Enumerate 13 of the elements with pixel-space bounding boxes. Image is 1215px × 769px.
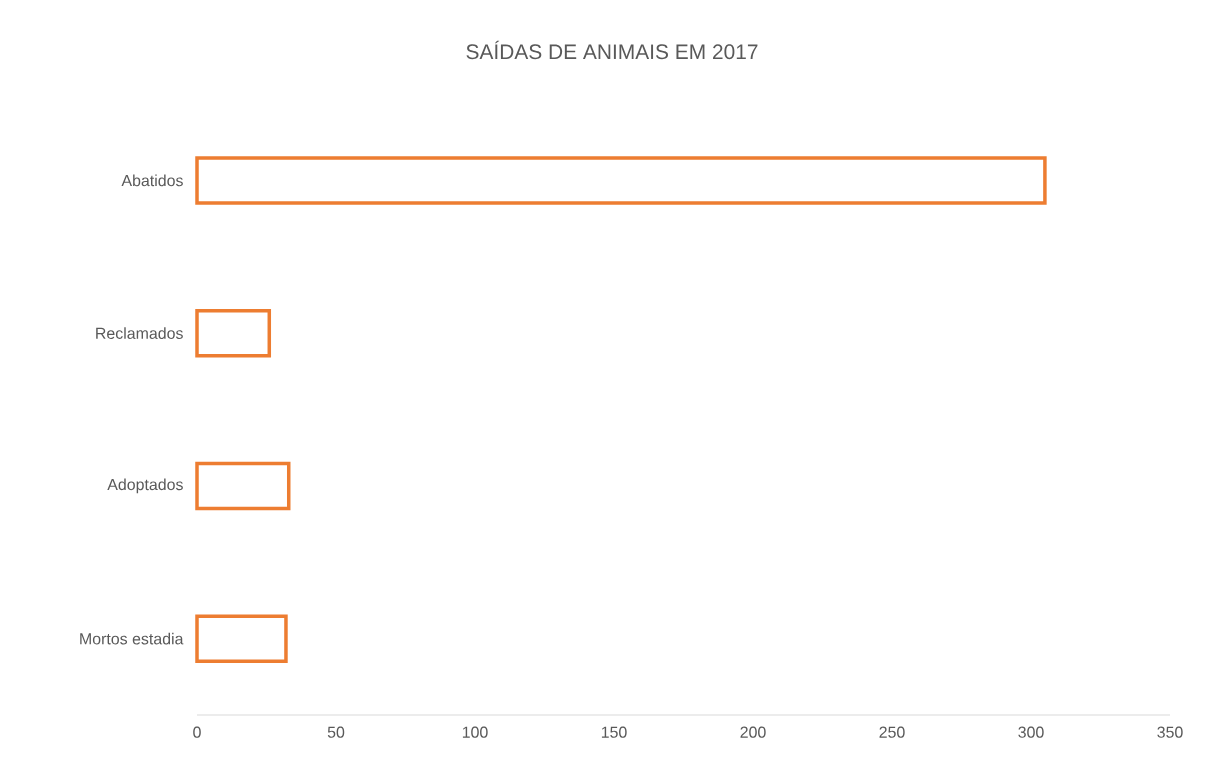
x-tick-label: 200 xyxy=(740,726,766,738)
x-tick-label: 100 xyxy=(462,726,488,738)
y-tick-label: Mortos estadia xyxy=(80,632,184,645)
y-tick-label: Abatidos xyxy=(121,174,183,187)
x-tick-label: 50 xyxy=(327,726,345,738)
y-tick-label: Reclamados xyxy=(96,327,183,339)
x-tick-label: 300 xyxy=(1018,726,1044,738)
x-tick-label: 0 xyxy=(193,726,201,738)
y-tick-label: Adoptados xyxy=(107,478,183,494)
chart-title: SAÍDAS DE ANIMAIS EM 2017 xyxy=(466,40,758,60)
x-tick-label: 150 xyxy=(601,726,627,738)
x-tick-label: 350 xyxy=(1157,726,1183,738)
x-tick-label: 250 xyxy=(879,726,905,738)
